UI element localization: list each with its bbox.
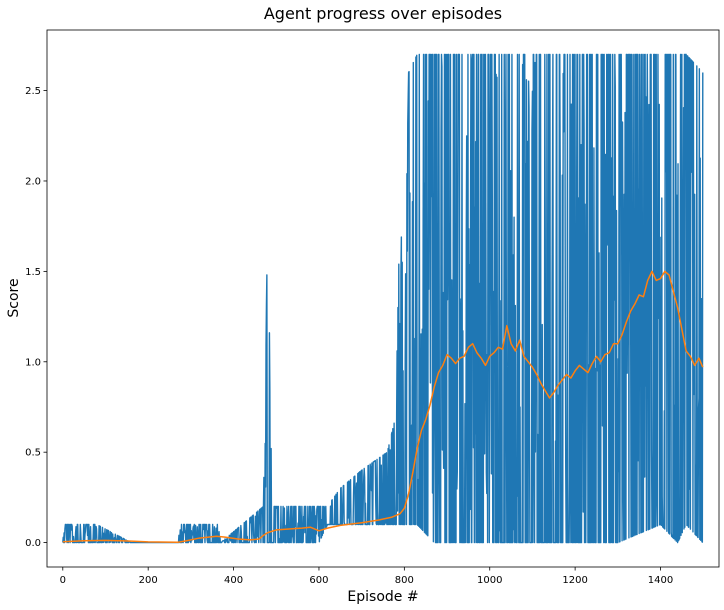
y-tick-label: 0.0 [25,538,41,549]
y-tick-label: 2.0 [25,176,41,187]
x-axis-ticks: 0 200 400 600 800 1000 1200 1400 [60,567,673,586]
y-tick-label: 1.5 [25,267,41,278]
x-tick-label: 0 [60,575,66,586]
x-tick-label: 600 [309,575,328,586]
y-axis-label: Score [6,278,22,317]
plot-series [62,53,704,544]
x-tick-label: 1400 [648,575,673,586]
chart-title: Agent progress over episodes [264,4,502,23]
x-tick-label: 1000 [477,575,502,586]
x-tick-label: 200 [139,575,158,586]
x-tick-label: 800 [395,575,414,586]
y-tick-label: 1.0 [25,357,41,368]
y-tick-label: 2.5 [25,86,41,97]
x-tick-label: 400 [224,575,243,586]
x-axis-label: Episode # [347,589,418,605]
plot-frame [46,29,720,568]
y-tick-label: 0.5 [25,448,41,459]
x-tick-label: 1200 [562,575,587,586]
average-series-line [62,270,704,543]
y-axis-ticks: 0.0 0.5 1.0 1.5 2.0 2.5 [25,86,47,549]
score-series-line [62,53,704,544]
